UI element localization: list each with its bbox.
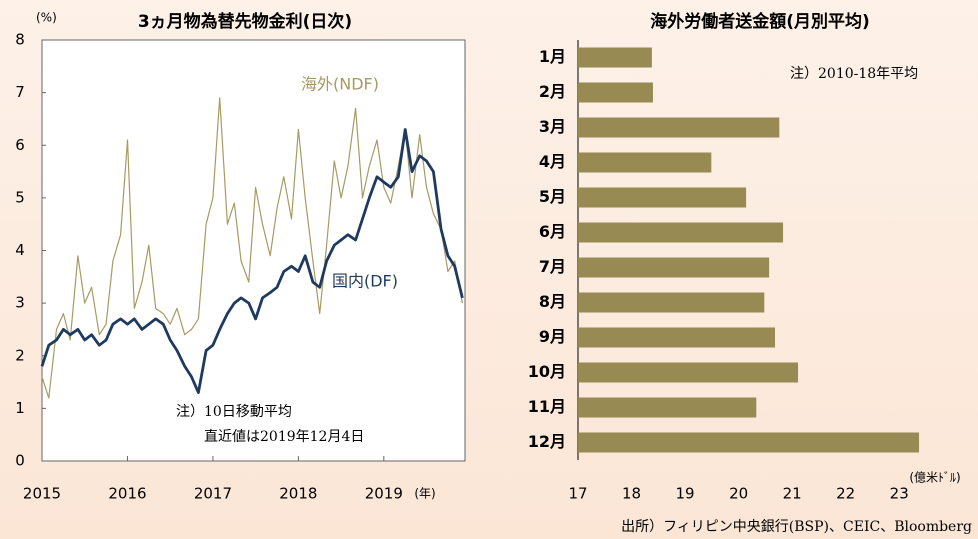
y-tick-label: 7: [15, 83, 25, 101]
note: 注）2010-18年平均: [790, 66, 918, 82]
bar: [578, 292, 765, 313]
y-tick-label: 3: [15, 294, 25, 312]
x-tick-label: 18: [622, 485, 641, 503]
left-title: 3ヵ月物為替先物金利(日次): [138, 11, 352, 32]
x-tick-label: 2018: [279, 485, 317, 503]
series-label: 国内(DF): [332, 272, 398, 291]
y-tick-label: 2月: [539, 82, 566, 101]
bar: [578, 152, 712, 173]
x-unit: (年): [414, 487, 435, 501]
bar: [578, 327, 776, 348]
y-unit: (%): [36, 11, 57, 25]
x-tick-label: 20: [729, 485, 748, 503]
y-tick-label: 2: [15, 346, 25, 364]
bar: [578, 117, 780, 138]
x-tick-label: 2017: [194, 485, 232, 503]
series-label: 海外(NDF): [301, 75, 379, 94]
y-tick-label: 1: [15, 399, 25, 417]
y-tick-label: 12月: [528, 432, 566, 451]
y-tick-label: 9月: [539, 327, 566, 346]
bar: [578, 47, 652, 68]
x-tick-label: 17: [568, 485, 587, 503]
y-tick-label: 7月: [539, 257, 566, 276]
y-tick-label: 6: [15, 136, 25, 154]
y-tick-label: 8月: [539, 292, 566, 311]
series-line: [40, 128, 464, 394]
y-tick-label: 6月: [539, 222, 566, 241]
x-unit: (億米ﾄﾞﾙ): [909, 471, 960, 485]
y-tick-label: 4: [15, 241, 25, 259]
bar: [578, 362, 799, 383]
x-tick-label: 19: [676, 485, 695, 503]
source: 出所）フィリピン中央銀行(BSP)、CEIC、Bloomberg: [621, 519, 972, 535]
bar: [578, 187, 747, 208]
y-tick-label: 5月: [539, 187, 566, 206]
y-tick-label: 0: [15, 452, 25, 470]
bar: [578, 432, 920, 453]
y-tick-label: 3月: [539, 117, 566, 136]
y-tick-label: 1月: [539, 47, 566, 66]
x-tick-label: 2016: [108, 485, 146, 503]
bar: [578, 82, 653, 103]
y-tick-label: 5: [15, 188, 25, 206]
note: 直近値は2019年12月4日: [204, 428, 364, 445]
bar: [578, 222, 784, 243]
y-tick-label: 4月: [539, 152, 566, 171]
note: 注）10日移動平均: [176, 404, 292, 420]
y-tick-label: 11月: [528, 397, 566, 416]
x-tick-label: 23: [890, 485, 909, 503]
bar: [578, 257, 770, 278]
y-tick-label: 8: [15, 31, 25, 49]
bar: [578, 397, 757, 418]
series-line: [41, 97, 463, 399]
x-tick-label: 2019: [365, 485, 403, 503]
x-tick-label: 2015: [23, 485, 61, 503]
y-tick-label: 10月: [528, 362, 566, 381]
right-title: 海外労働者送金額(月別平均): [650, 11, 870, 32]
x-tick-label: 22: [836, 485, 855, 503]
left-plot-area: [41, 39, 466, 462]
x-tick-label: 21: [783, 485, 802, 503]
